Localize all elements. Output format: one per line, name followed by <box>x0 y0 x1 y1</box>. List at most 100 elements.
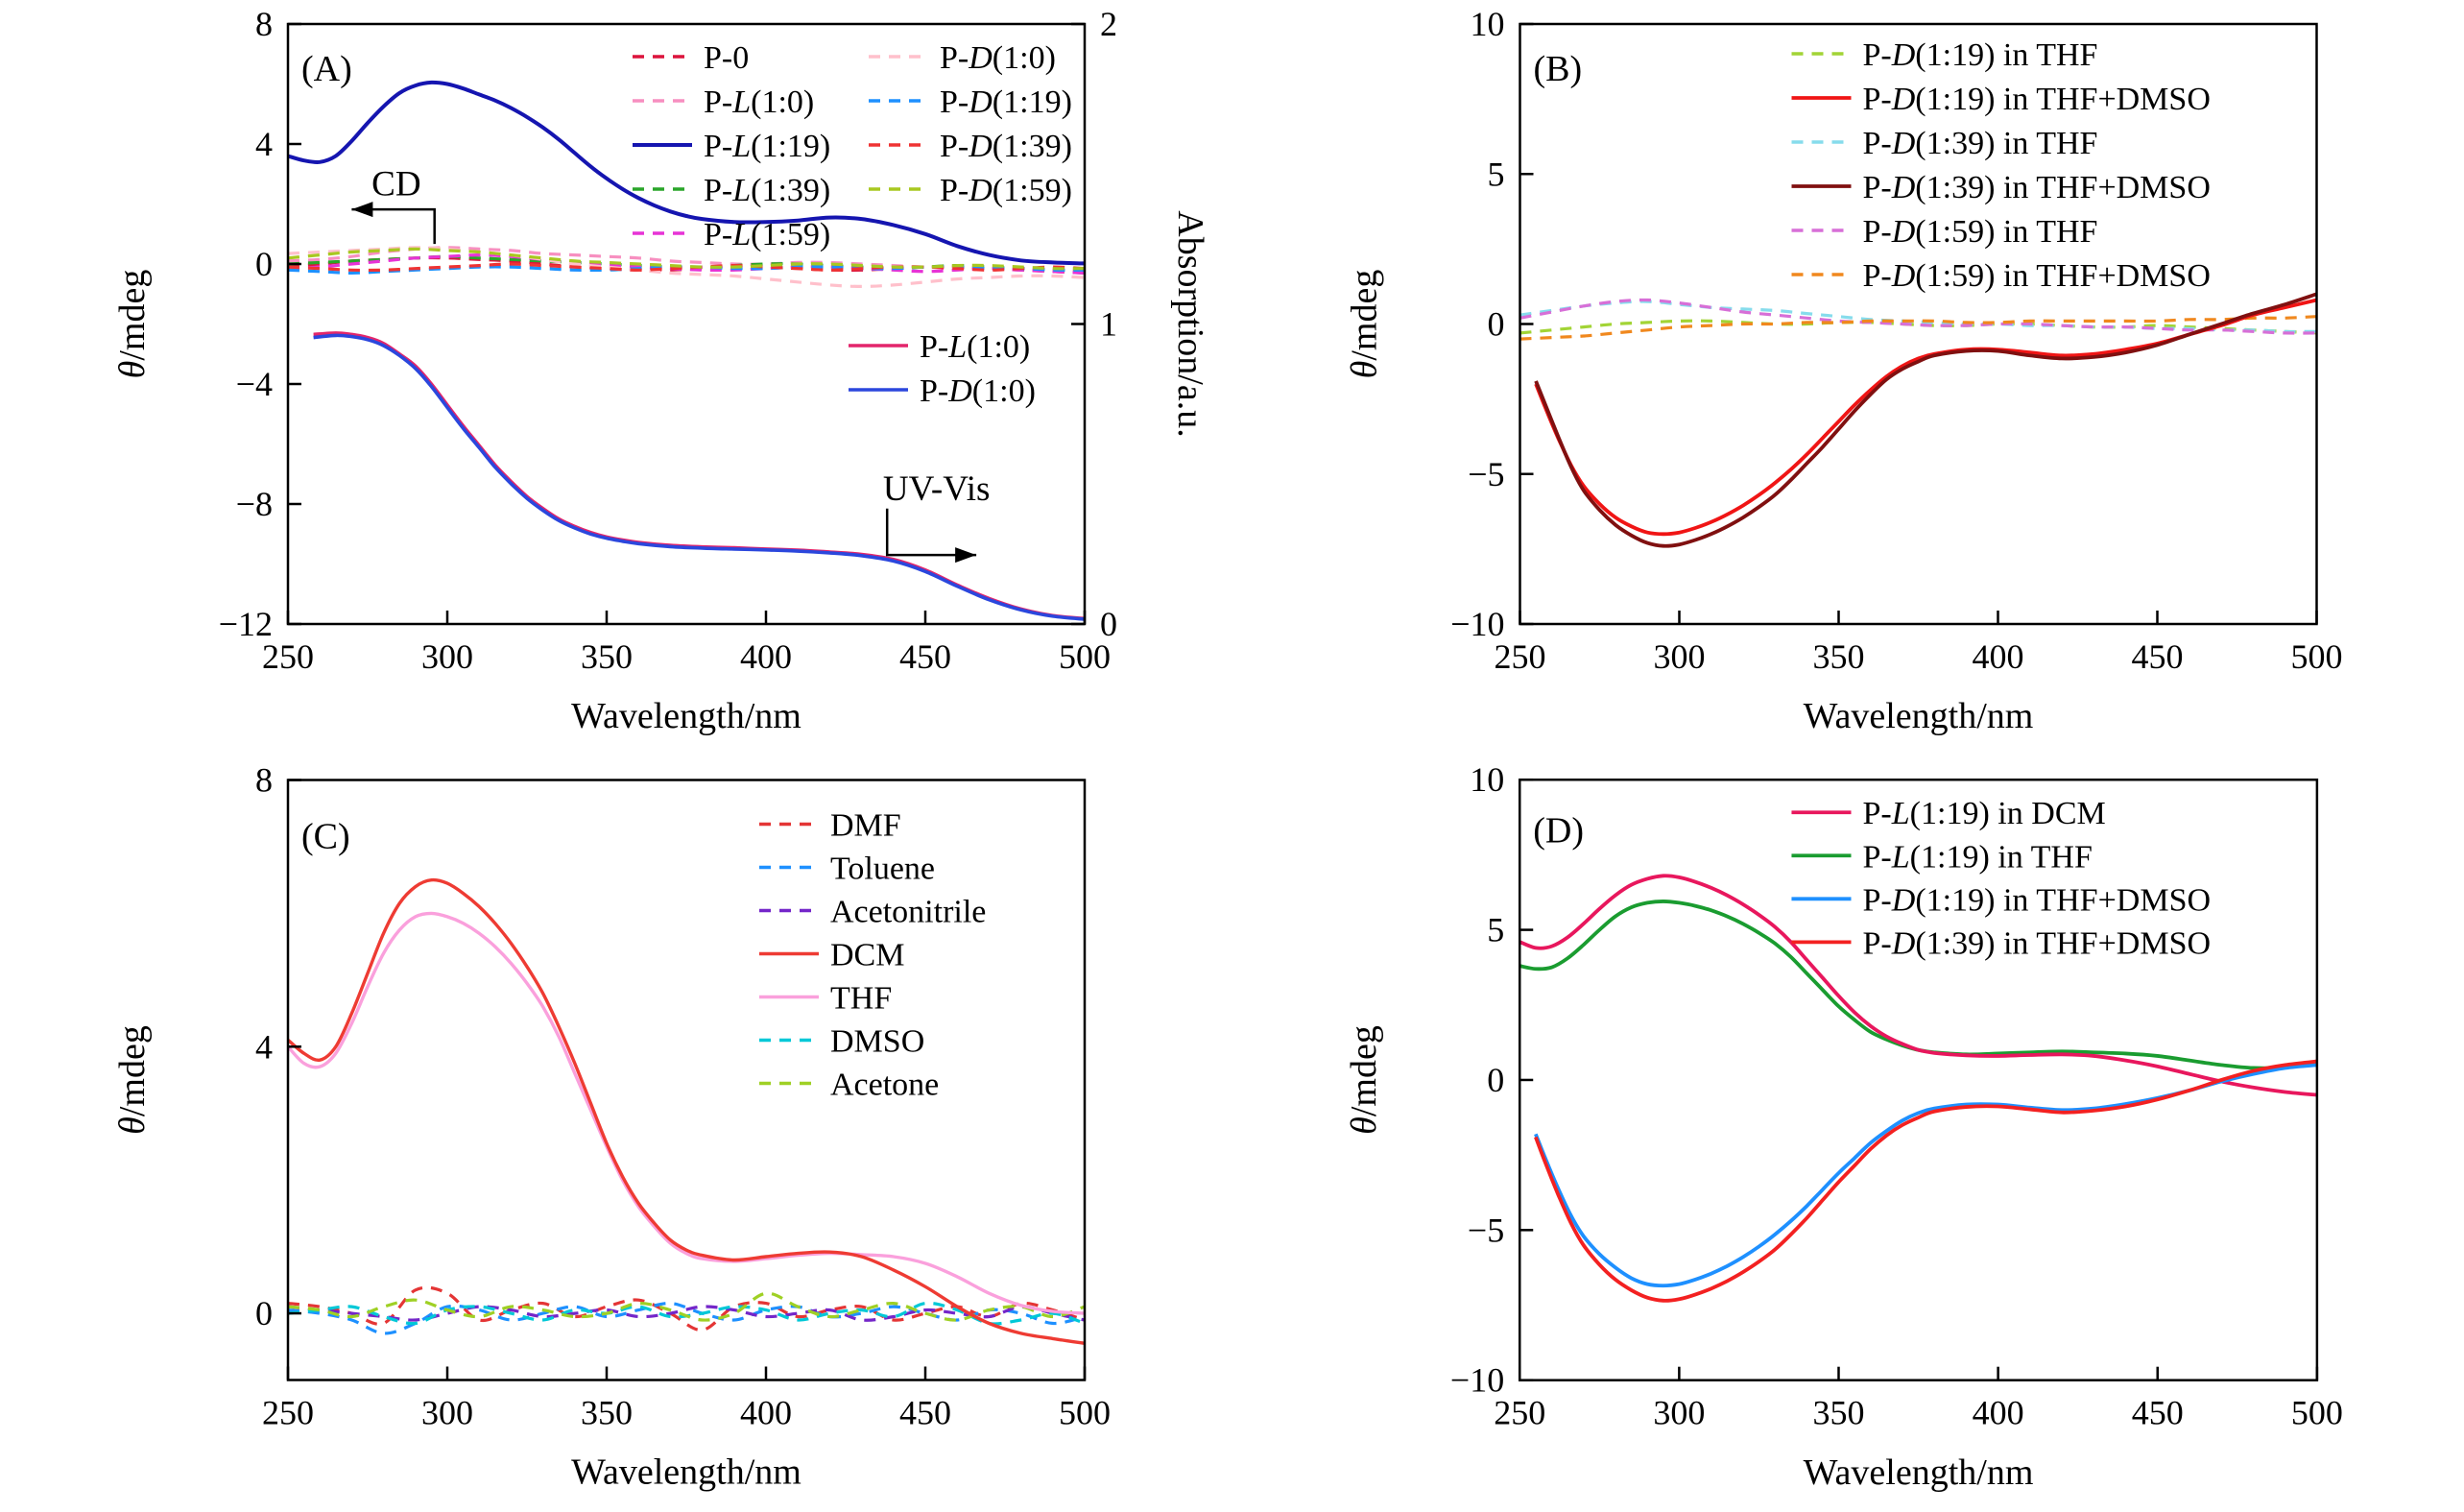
y-tick-label: 10 <box>1470 760 1504 799</box>
panel-a-chart: 250 300 350 400 450 500 Wavelength/nm −12 −8 −4 0 4… <box>112 5 1210 736</box>
panel-label: (C) <box>301 817 350 857</box>
series-layer <box>1519 874 2317 1303</box>
series-DTHF <box>1519 900 2317 1070</box>
y-right-tick-label: 1 <box>1100 305 1117 344</box>
x-tick-label: 250 <box>1495 637 1546 676</box>
y-tick-label: 4 <box>255 1027 273 1066</box>
series-B119THF <box>1519 319 2317 335</box>
x-tick-label: 450 <box>2132 1394 2184 1432</box>
legend-label-D39: P-D(1:39) in THF+DMSO <box>1863 925 2212 961</box>
y-tick-label: 0 <box>1487 1061 1504 1099</box>
x-tick-label: 400 <box>740 1394 792 1432</box>
panel-b-chart: 250 300 350 400 450 500 Wavelength/nm −10 −5 0 5 10… <box>1345 5 2343 736</box>
y-tick-label: −4 <box>236 365 273 403</box>
x-tick-label: 450 <box>2132 637 2184 676</box>
legend-label-Acetone: Acetone <box>830 1068 939 1103</box>
y-right-tick-label: 0 <box>1100 605 1117 643</box>
x-axis-label: Wavelength/nm <box>1804 1452 2034 1493</box>
series-PD139 <box>288 262 1085 273</box>
axis-frame <box>286 779 1087 1381</box>
y-tick-label: 10 <box>1471 5 1505 43</box>
x-axis: 250 300 350 400 450 500 Wavelength/nm <box>262 611 1111 736</box>
annotation-text: CD <box>371 165 420 204</box>
y-tick-label: −10 <box>1450 1361 1504 1400</box>
series-PL119 <box>288 80 1085 266</box>
panel-label: (B) <box>1534 49 1583 89</box>
x-tick-label: 300 <box>1654 637 1706 676</box>
x-tick-label: 400 <box>1973 1394 2024 1432</box>
legend-label-PL10: P-L(1:0) <box>704 84 814 120</box>
legend-label-B159THF: P-D(1:59) in THF <box>1863 214 2098 250</box>
series-PL159 <box>288 253 1085 275</box>
legend-label-PD139: P-D(1:39) <box>940 129 1072 164</box>
y-axis-label: θ/mdeg <box>112 1025 153 1135</box>
legend-label-PD10: P-D(1:0) <box>940 40 1056 76</box>
y-right-axis-label: Absorption/a.u. <box>1170 210 1210 437</box>
legend-label-UVD: P-D(1:0) <box>920 373 1036 409</box>
series-D19 <box>1534 1063 2317 1288</box>
x-tick-label: 250 <box>1494 1394 1545 1432</box>
x-tick-label: 500 <box>2291 637 2343 676</box>
panel-c-chart: 250 300 350 400 450 500 Wavelength/nm 0 4 8 θ/mdeg… <box>112 761 1111 1493</box>
legend-label-PL119: P-L(1:19) <box>704 129 830 164</box>
y-tick-label: 5 <box>1487 911 1504 949</box>
series-B139DMSO <box>1534 292 2317 548</box>
series-B119DMSO <box>1534 298 2317 537</box>
y-tick-label: 8 <box>255 761 273 800</box>
series-layer <box>288 80 1085 621</box>
legend-label-DCM: DCM <box>830 938 904 973</box>
x-tick-label: 500 <box>1059 637 1111 676</box>
y-tick-label: 4 <box>255 125 273 163</box>
annotation-uv-vis: UV-Vis <box>883 469 991 564</box>
legend-label-P0: P-0 <box>704 40 749 76</box>
x-tick-label: 300 <box>1653 1394 1705 1432</box>
y-axis-left: −10 −5 0 5 10 θ/mdeg <box>1344 760 1534 1400</box>
x-tick-label: 300 <box>421 637 473 676</box>
y-tick-label: 8 <box>255 5 273 43</box>
x-tick-label: 250 <box>262 637 314 676</box>
series-PL10 <box>288 246 1085 274</box>
annotation-text: UV-Vis <box>883 469 991 509</box>
panel-label: (A) <box>301 49 352 89</box>
series-UVD <box>313 333 1085 621</box>
y-tick-label: −5 <box>1468 455 1504 493</box>
legend-label-B139THF: P-D(1:39) in THF <box>1863 126 2098 161</box>
legend-label-PD119: P-D(1:19) <box>940 84 1072 120</box>
series-DDCM <box>1519 874 2317 1097</box>
y-tick-label: 0 <box>1488 305 1505 344</box>
series-DCM <box>288 877 1085 1345</box>
x-axis-label: Wavelength/nm <box>571 1452 801 1493</box>
x-tick-label: 500 <box>1059 1394 1111 1432</box>
legend-label-MeCN: Acetonitrile <box>830 895 986 930</box>
x-tick-label: 350 <box>581 1394 633 1432</box>
series-PD10 <box>288 246 1085 288</box>
y-axis-right: 0 1 2 Absorption/a.u. <box>1071 5 1210 643</box>
x-tick-label: 350 <box>1813 637 1865 676</box>
x-tick-label: 250 <box>262 1394 314 1432</box>
legend: P-D(1:19) in THF P-D(1:19) in THF+DMSO P-D… <box>1791 37 2211 294</box>
x-axis-label: Wavelength/nm <box>571 696 801 736</box>
y-tick-label: −12 <box>219 605 273 643</box>
legend-label-B159DMSO: P-D(1:59) in THF+DMSO <box>1863 258 2211 294</box>
x-tick-label: 400 <box>1973 637 2024 676</box>
legend-label-B119THF: P-D(1:19) in THF <box>1863 37 2098 73</box>
y-axis-label: θ/mdeg <box>1344 1025 1384 1135</box>
series-B159DMSO <box>1519 315 2317 341</box>
x-tick-label: 350 <box>1812 1394 1864 1432</box>
y-tick-label: −5 <box>1468 1211 1504 1249</box>
series-MeCN <box>288 1305 1085 1322</box>
x-axis-label: Wavelength/nm <box>1804 696 2034 736</box>
legend-label-UVL: P-L(1:0) <box>920 329 1030 365</box>
x-tick-label: 300 <box>421 1394 473 1432</box>
y-tick-label: −8 <box>236 485 273 523</box>
legend-label-DTHF: P-L(1:19) in THF <box>1863 839 2093 875</box>
y-right-tick-label: 2 <box>1100 5 1117 43</box>
legend-label-DDCM: P-L(1:19) in DCM <box>1863 796 2106 831</box>
annotation-cd: CD <box>351 165 436 245</box>
legend: P-L(1:0) P-D(1:0) <box>849 329 1036 409</box>
series-THF <box>288 911 1085 1315</box>
legend-label-Toluene: Toluene <box>830 852 935 887</box>
series-layer <box>1519 292 2317 548</box>
series-layer <box>288 877 1085 1345</box>
